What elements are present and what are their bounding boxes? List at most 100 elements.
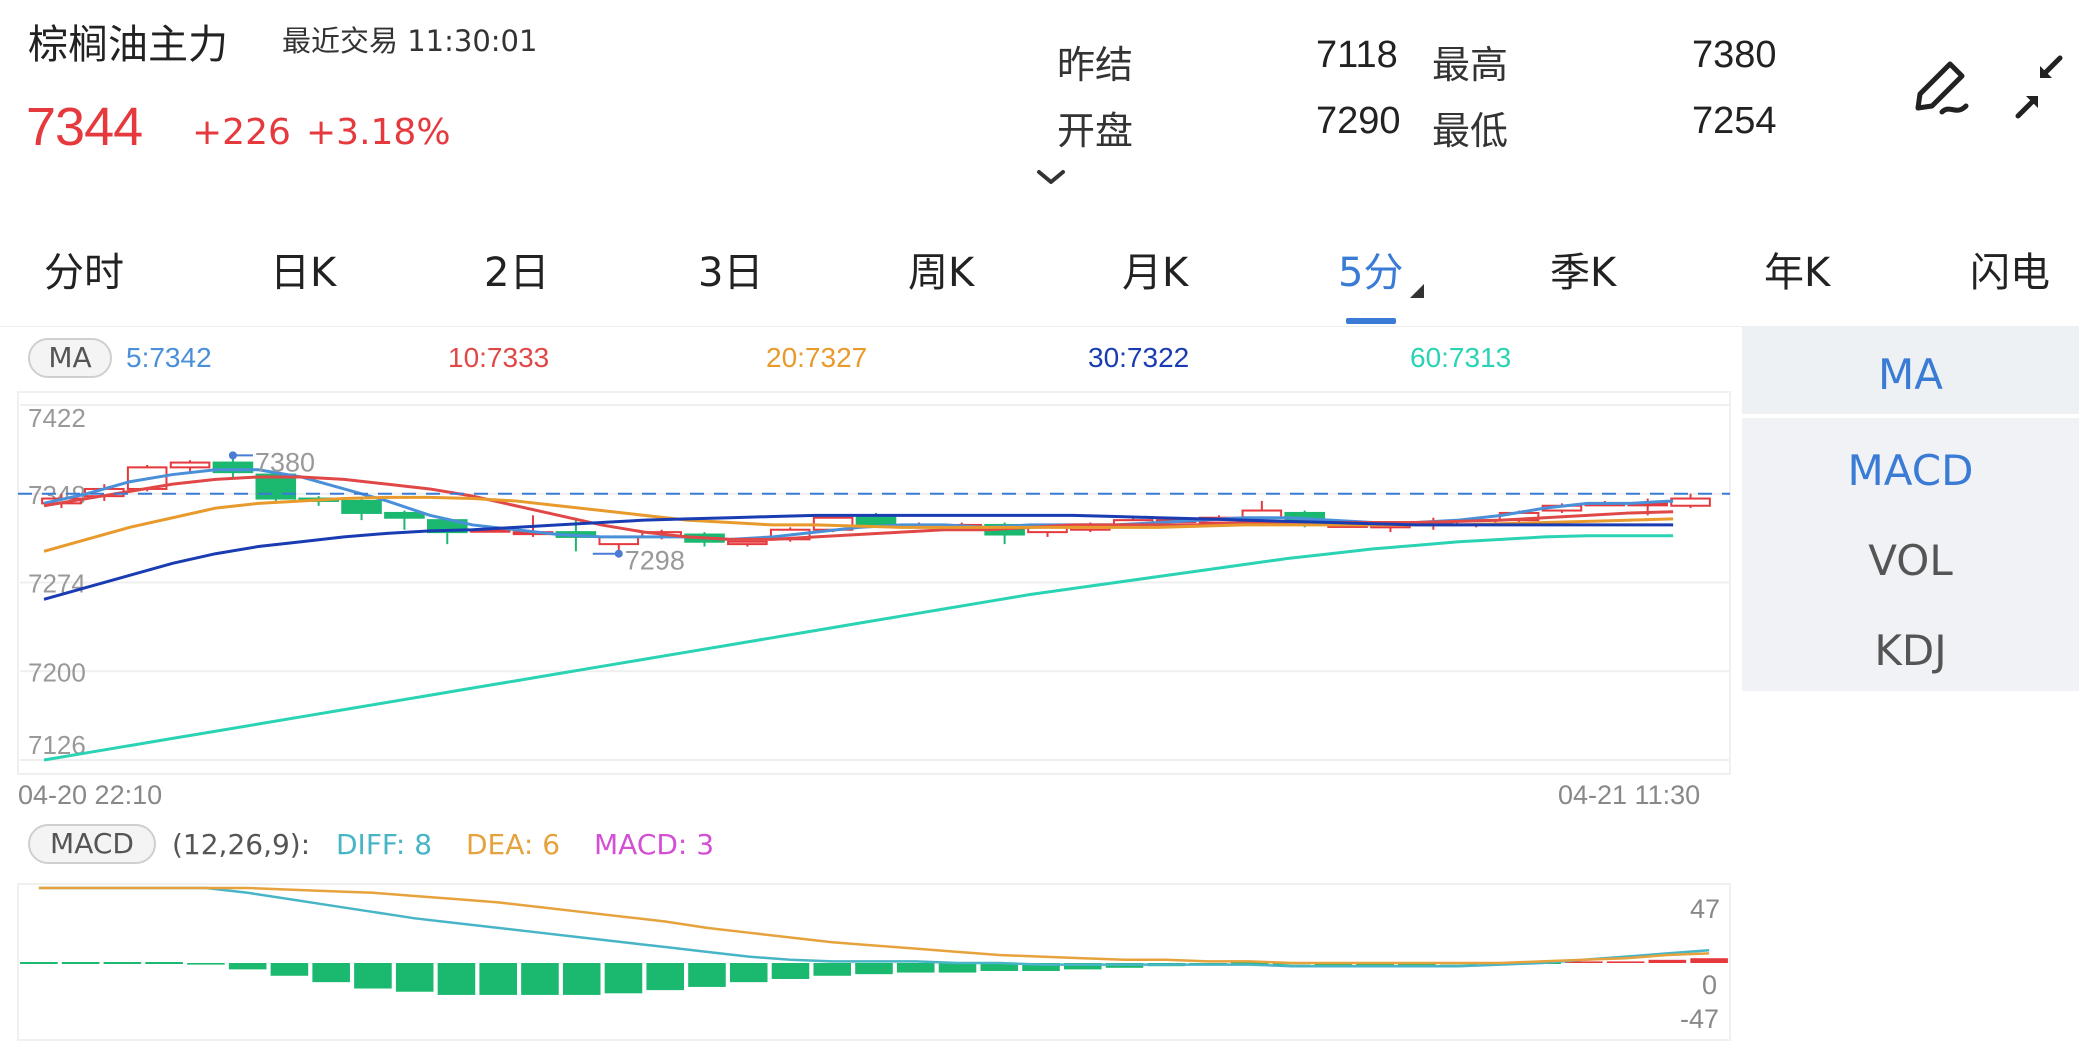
indicator-kdj[interactable]: KDJ xyxy=(1874,626,1947,675)
tab-year-k[interactable]: 年K xyxy=(1764,250,1831,296)
price-change: +226 xyxy=(192,112,291,153)
macd-diff-line xyxy=(38,886,1710,968)
macd-axis-zero: 0 xyxy=(1702,970,1718,1000)
macd-chart[interactable] xyxy=(0,880,1740,1050)
open-value: 7290 xyxy=(1316,100,1401,142)
tab-3-day[interactable]: 3日 xyxy=(698,250,764,296)
y-tick-label: 7274 xyxy=(28,569,86,599)
high-label: 最高 xyxy=(1432,43,1509,87)
macd-pill[interactable]: MACD xyxy=(28,824,156,864)
y-tick-label: 7422 xyxy=(28,403,86,433)
tab-2-day[interactable]: 2日 xyxy=(484,250,550,296)
macd-bar xyxy=(1690,958,1728,963)
macd-bar xyxy=(688,963,726,987)
macd-bar xyxy=(1565,961,1603,963)
prev-settle-value: 7118 xyxy=(1316,34,1398,76)
low-marker-label: 7298 xyxy=(625,546,685,576)
macd-bar xyxy=(312,963,350,983)
candle-body xyxy=(212,461,254,474)
macd-bar xyxy=(813,963,852,976)
low-value: 7254 xyxy=(1692,100,1777,142)
macd-dea-value: DEA: 6 xyxy=(466,828,561,861)
ma60-value: 60:7313 xyxy=(1410,342,1512,373)
candle-body xyxy=(1670,497,1711,507)
macd-bar xyxy=(604,963,643,994)
candle-body xyxy=(169,461,211,469)
price-change-percent: +3.18% xyxy=(306,112,451,153)
macd-dea-line xyxy=(38,886,1710,965)
tab-season-k[interactable]: 季K xyxy=(1550,250,1617,296)
chevron-down-icon[interactable] xyxy=(1036,168,1066,186)
macd-bar xyxy=(646,963,685,991)
edit-icon[interactable] xyxy=(1908,54,1974,120)
candle-body xyxy=(384,511,425,519)
y-tick-label: 7200 xyxy=(28,657,86,687)
tab-flash[interactable]: 闪电 xyxy=(1970,250,2050,296)
ma30-value: 30:7322 xyxy=(1088,342,1190,373)
low-label: 最低 xyxy=(1432,109,1509,153)
low-marker-dot xyxy=(614,549,623,558)
tab-fenshi[interactable]: 分时 xyxy=(44,250,124,296)
indicator-vol[interactable]: VOL xyxy=(1868,536,1953,585)
macd-bar xyxy=(896,963,935,973)
macd-bar xyxy=(1648,959,1687,963)
macd-bar xyxy=(1356,963,1394,967)
dropdown-corner-icon[interactable] xyxy=(1410,284,1424,298)
ma5-value: 5:7342 xyxy=(126,342,212,373)
tab-week-k[interactable]: 周K xyxy=(908,250,975,296)
open-label: 开盘 xyxy=(1057,109,1134,153)
macd-bar xyxy=(187,963,225,965)
chart-frame xyxy=(17,391,1731,775)
high-marker-label: 7380 xyxy=(255,447,315,477)
macd-bar xyxy=(395,963,434,992)
shrink-icon[interactable] xyxy=(2014,54,2064,120)
ma10-line xyxy=(43,475,1674,541)
macd-bar xyxy=(479,963,517,995)
ma30-line xyxy=(43,513,1674,601)
ma20-value: 20:7327 xyxy=(766,342,868,373)
macd-bar xyxy=(855,963,893,975)
indicator-ma[interactable]: MA xyxy=(1878,350,1943,399)
candle-body xyxy=(341,499,382,514)
macd-axis-top: 47 xyxy=(1690,894,1721,924)
macd-axis-bottom: -47 xyxy=(1680,1004,1720,1034)
macd-bar xyxy=(729,963,768,983)
macd-bar xyxy=(1398,963,1436,967)
instrument-title: 棕榈油主力 xyxy=(28,22,228,68)
x-axis-start-label: 04-20 22:10 xyxy=(18,780,163,810)
prev-settle-label: 昨结 xyxy=(1057,43,1134,87)
ma10-value: 10:7333 xyxy=(448,342,550,373)
macd-bar xyxy=(354,963,392,989)
tab-month-k[interactable]: 月K xyxy=(1122,250,1189,296)
tab-day-k[interactable]: 日K xyxy=(270,250,337,296)
macd-bar xyxy=(980,963,1019,971)
macd-bar xyxy=(228,963,267,970)
macd-macd-value: MACD: 3 xyxy=(594,828,715,861)
macd-bar xyxy=(270,963,309,976)
macd-bar xyxy=(1063,963,1102,970)
macd-bar xyxy=(437,963,476,995)
macd-bar xyxy=(1606,961,1645,963)
macd-diff-value: DIFF: 8 xyxy=(336,828,433,861)
high-marker-dot xyxy=(228,451,237,460)
x-axis-end-label: 04-21 11:30 xyxy=(1558,780,1701,810)
macd-bar xyxy=(1314,963,1353,967)
macd-bar xyxy=(521,963,559,995)
last-price: 7344 xyxy=(26,97,143,157)
macd-bar xyxy=(1022,963,1060,971)
tab-divider xyxy=(0,326,2079,327)
macd-bar xyxy=(938,963,977,973)
ma60-line xyxy=(43,534,1674,762)
candle-body xyxy=(727,540,768,546)
indicator-macd[interactable]: MACD xyxy=(1847,446,1974,495)
active-tab-underline xyxy=(1346,318,1396,324)
candle-body xyxy=(255,473,297,500)
macd-frame xyxy=(17,883,1731,1041)
tab-5-min[interactable]: 5分 xyxy=(1338,250,1404,296)
high-value: 7380 xyxy=(1692,34,1777,76)
ma-pill[interactable]: MA xyxy=(28,338,112,378)
macd-bar xyxy=(771,963,810,979)
macd-params: (12,26,9): xyxy=(172,828,311,861)
macd-bar xyxy=(562,963,601,995)
